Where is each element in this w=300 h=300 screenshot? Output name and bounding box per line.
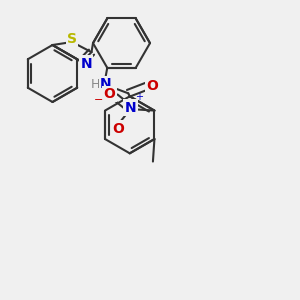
Text: −: −: [94, 95, 104, 105]
Text: S: S: [67, 32, 77, 46]
Text: O: O: [112, 122, 124, 136]
Text: N: N: [100, 77, 112, 91]
Text: O: O: [103, 87, 116, 101]
Text: +: +: [135, 92, 143, 102]
Text: O: O: [146, 79, 158, 93]
Text: N: N: [80, 57, 92, 71]
Text: H: H: [91, 78, 100, 91]
Text: N: N: [124, 100, 136, 115]
